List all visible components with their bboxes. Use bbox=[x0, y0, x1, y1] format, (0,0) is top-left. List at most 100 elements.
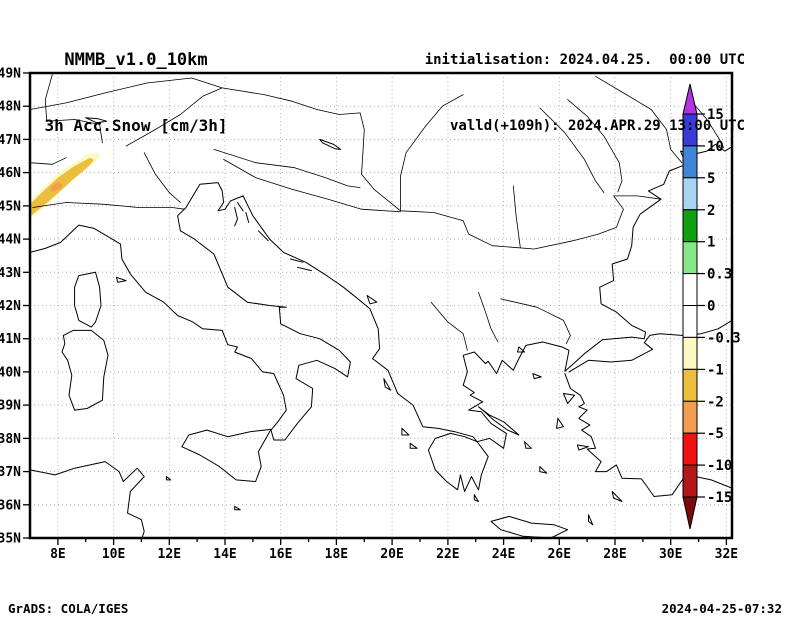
colorbar-segment bbox=[682, 177, 698, 211]
coastline bbox=[85, 117, 108, 124]
river bbox=[430, 301, 468, 351]
coastline bbox=[245, 212, 250, 223]
lon-tick-label: 14E bbox=[213, 547, 236, 562]
coastline bbox=[366, 295, 378, 305]
river bbox=[213, 149, 361, 188]
coastline bbox=[296, 266, 312, 272]
lat-tick-label: 48N bbox=[0, 100, 21, 115]
colorbar-tick-label: -5 bbox=[707, 426, 724, 442]
colorbar-tick-label: 2 bbox=[707, 203, 715, 219]
lat-tick-label: 47N bbox=[0, 133, 21, 148]
coastline bbox=[401, 427, 410, 436]
coastline bbox=[576, 444, 589, 451]
colorbar-segment bbox=[682, 305, 698, 338]
river bbox=[143, 152, 181, 203]
river bbox=[32, 202, 185, 210]
colorbar-tick-label: 15 bbox=[707, 107, 724, 123]
river bbox=[400, 94, 464, 211]
band-gold bbox=[30, 157, 95, 217]
lat-tick-label: 46N bbox=[0, 166, 21, 181]
river bbox=[567, 99, 623, 193]
colorbar: 15 10 5 2 1 0.3 0 -0.3 -1 -2 -5 -10 -15 bbox=[682, 83, 741, 530]
river bbox=[223, 159, 401, 213]
coastline bbox=[61, 329, 109, 411]
river bbox=[478, 291, 499, 343]
coastline bbox=[383, 378, 392, 391]
coastline bbox=[556, 417, 564, 429]
coastline bbox=[524, 441, 532, 449]
coastline bbox=[517, 346, 525, 353]
lon-tick-label: 8E bbox=[50, 547, 66, 562]
coastline bbox=[539, 466, 548, 474]
lat-tick-label: 35N bbox=[0, 532, 21, 547]
lat-tick-label: 36N bbox=[0, 498, 21, 513]
coastline bbox=[237, 202, 244, 212]
lon-tick-label: 28E bbox=[603, 547, 626, 562]
colorbar-tick-label: 0.3 bbox=[707, 267, 732, 283]
valid-time-label: valld(+109h): 2024.APR.29 13:00 UTC bbox=[449, 118, 745, 134]
grads-credit: GrADS: COLA/IGES bbox=[8, 601, 129, 616]
coastline bbox=[30, 461, 145, 538]
lat-tick-label: 42N bbox=[0, 299, 21, 314]
river bbox=[539, 107, 605, 193]
colorbar-tick-label: -2 bbox=[707, 394, 724, 410]
lon-tick-label: 20E bbox=[380, 547, 403, 562]
colorbar-segment bbox=[682, 336, 698, 370]
lat-tick-label: 40N bbox=[0, 365, 21, 380]
lon-tick-label: 22E bbox=[436, 547, 459, 562]
coastline bbox=[166, 476, 172, 481]
coastline bbox=[490, 515, 569, 538]
coastlines bbox=[30, 117, 732, 538]
colorbar-segment bbox=[682, 432, 698, 466]
colorbar-segment bbox=[682, 368, 698, 402]
lon-tick-label: 18E bbox=[325, 547, 348, 562]
coastline bbox=[181, 428, 272, 482]
colorbar-segment bbox=[682, 400, 698, 434]
snow-shading bbox=[30, 152, 101, 220]
colorbar-tick-label: -10 bbox=[707, 458, 732, 474]
coastline bbox=[409, 442, 418, 449]
coastline bbox=[532, 373, 542, 380]
coastline bbox=[319, 138, 342, 150]
colorbar-tick-label: 1 bbox=[707, 235, 715, 251]
init-time-label: initialisation: 2024.04.25. 00:00 UTC bbox=[424, 52, 745, 68]
colorbar-segment bbox=[682, 464, 698, 498]
coastline bbox=[234, 207, 238, 227]
colorbar-tick-label: 0 bbox=[707, 299, 715, 315]
lat-tick-label: 49N bbox=[0, 67, 21, 82]
rivers bbox=[30, 74, 724, 351]
axis-ticks bbox=[23, 72, 728, 545]
coastline bbox=[478, 406, 520, 436]
coastline bbox=[30, 143, 732, 492]
axis-labels: 49N 48N 47N 46N 45N 44N 43N 42N 41N 40N 39N 38N 37N 3… bbox=[0, 67, 738, 563]
river bbox=[689, 99, 724, 149]
coastline bbox=[473, 494, 479, 502]
lat-tick-label: 43N bbox=[0, 266, 21, 281]
map-frame bbox=[28, 71, 734, 540]
coastline bbox=[257, 230, 269, 242]
colorbar-segment bbox=[682, 241, 698, 275]
lon-tick-label: 16E bbox=[269, 547, 292, 562]
colorbar-tick-label: 10 bbox=[707, 139, 724, 155]
product-title: 3h Acc.Snow [cm/3h] bbox=[44, 116, 228, 135]
colorbar-tick-label: -1 bbox=[707, 362, 724, 378]
lat-tick-label: 45N bbox=[0, 199, 21, 214]
coastline bbox=[568, 319, 732, 373]
model-title: NMMB_v1.0_10km bbox=[64, 50, 208, 70]
lon-tick-label: 12E bbox=[158, 547, 181, 562]
coastline bbox=[563, 393, 576, 404]
band-orange bbox=[50, 181, 64, 192]
title-block: NMMB_v1.0_10km 3h Acc.Snow [cm/3h] bbox=[30, 5, 242, 181]
lat-tick-label: 41N bbox=[0, 332, 21, 347]
colorbar-tick-label: -0.3 bbox=[707, 330, 741, 346]
lon-tick-label: 10E bbox=[102, 547, 125, 562]
colorbar-segment bbox=[682, 273, 698, 307]
map-gridlines bbox=[30, 73, 732, 538]
lat-tick-label: 38N bbox=[0, 432, 21, 447]
coastline bbox=[611, 491, 623, 502]
coastline bbox=[234, 505, 241, 511]
colorbar-segment bbox=[682, 209, 698, 243]
coastline bbox=[290, 258, 304, 263]
